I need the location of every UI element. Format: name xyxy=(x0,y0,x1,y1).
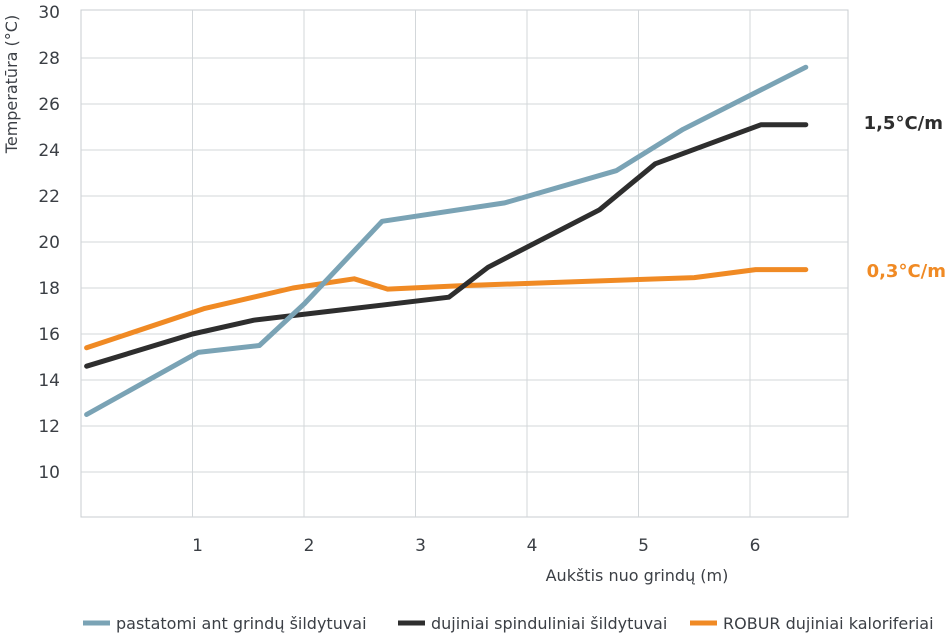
legend: pastatomi ant grindų šildytuvai dujiniai… xyxy=(83,614,934,633)
y-tick-label: 16 xyxy=(38,325,60,345)
legend-label-robur-heaters: ROBUR dujiniai kaloriferiai xyxy=(723,614,934,633)
y-tick-label: 24 xyxy=(38,141,60,161)
plot-area xyxy=(80,9,849,518)
y-tick-label: 22 xyxy=(38,187,60,207)
x-tick-label: 3 xyxy=(415,536,426,556)
y-tick-label: 10 xyxy=(38,463,60,483)
x-tick-labels: 1 2 3 4 5 6 xyxy=(192,536,760,556)
x-tick-label: 6 xyxy=(750,536,761,556)
x-tick-label: 5 xyxy=(638,536,649,556)
rate-annotation-robur: 0,3°C/m xyxy=(867,261,946,282)
y-tick-labels: 10 12 14 16 18 20 22 24 26 28 30 xyxy=(38,3,60,483)
y-tick-label: 30 xyxy=(38,3,60,23)
x-tick-label: 2 xyxy=(304,536,315,556)
series-line-1 xyxy=(84,122,809,369)
legend-label-radiant-heaters: dujiniai spinduliniai šildytuvai xyxy=(431,614,667,633)
y-tick-label: 26 xyxy=(38,95,60,115)
y-tick-label: 14 xyxy=(38,371,60,391)
legend-label-floor-heaters: pastatomi ant grindų šildytuvai xyxy=(116,614,367,633)
y-tick-label: 12 xyxy=(38,417,60,437)
series-line-0 xyxy=(84,64,809,417)
series-lines xyxy=(84,64,809,417)
y-tick-label: 18 xyxy=(38,279,60,299)
y-tick-label: 28 xyxy=(38,49,60,69)
x-tick-label: 1 xyxy=(192,536,203,556)
rate-annotation-radiant: 1,5°C/m xyxy=(864,113,943,134)
x-tick-label: 4 xyxy=(527,536,538,556)
series-line-2 xyxy=(84,267,809,351)
y-axis-label: Temperatūra (°C) xyxy=(2,15,21,154)
y-tick-label: 20 xyxy=(38,233,60,253)
x-axis-label: Aukštis nuo grindų (m) xyxy=(546,566,729,585)
